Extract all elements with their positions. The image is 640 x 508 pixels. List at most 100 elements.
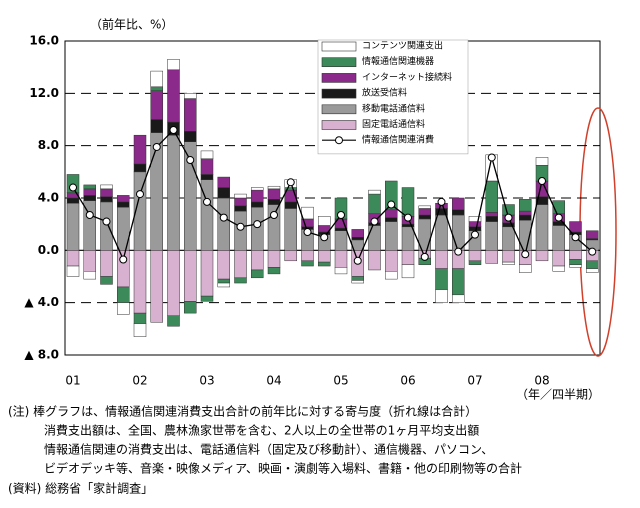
legend-swatch	[321, 57, 357, 68]
bar	[301, 260, 314, 267]
bar	[251, 269, 264, 279]
line-marker	[387, 200, 396, 209]
x-tick-label: 07	[467, 374, 482, 388]
bar	[83, 195, 96, 201]
bar	[318, 250, 331, 263]
bar	[535, 204, 549, 251]
bar	[234, 205, 247, 212]
line-marker	[152, 142, 161, 151]
bar	[368, 193, 381, 214]
bar	[100, 184, 113, 190]
bar	[485, 180, 498, 213]
bar	[234, 277, 247, 284]
line-marker	[420, 252, 429, 261]
bar	[267, 250, 281, 268]
x-tick-label: 01	[65, 374, 80, 388]
bar	[150, 86, 163, 91]
x-tick-label: 02	[132, 374, 147, 388]
bar	[385, 250, 398, 272]
bar	[334, 267, 348, 275]
bar	[284, 250, 297, 262]
bar	[150, 90, 163, 120]
bar	[133, 163, 147, 173]
bar	[184, 131, 197, 142]
bar	[452, 197, 465, 211]
bar	[519, 210, 532, 216]
bar	[468, 260, 482, 265]
legend-label: 情報通信関連消費	[362, 134, 434, 146]
line-marker	[538, 176, 546, 185]
legend-label: 放送受信料	[362, 87, 407, 99]
bar	[234, 193, 247, 199]
x-tick-label: 05	[333, 374, 348, 388]
bar	[133, 323, 147, 337]
line-marker	[270, 211, 278, 220]
line-marker	[588, 247, 597, 256]
line-marker	[487, 153, 496, 162]
line-marker	[253, 220, 262, 229]
bar	[66, 265, 80, 277]
bar	[200, 174, 214, 180]
bar	[251, 201, 264, 208]
bar	[435, 289, 448, 303]
line-marker	[136, 190, 144, 199]
bar	[200, 250, 214, 297]
bar	[234, 197, 247, 207]
bar	[485, 221, 498, 251]
bar	[418, 208, 431, 216]
bar	[385, 209, 398, 218]
bar	[468, 250, 482, 262]
y-tick-label: 0.0	[38, 243, 59, 257]
bar	[401, 187, 415, 217]
line-marker	[437, 197, 446, 206]
bar	[435, 250, 448, 269]
line-marker	[85, 211, 94, 220]
bar	[586, 260, 599, 269]
bar	[452, 268, 465, 296]
bar	[368, 225, 381, 251]
x-tick-label: 03	[199, 374, 214, 388]
bar	[217, 282, 230, 288]
bar	[586, 268, 599, 273]
x-tick-label: 06	[400, 374, 415, 388]
bar	[569, 250, 582, 260]
y-tick-label: ▲ 8.0	[24, 348, 59, 362]
bar	[267, 188, 281, 200]
bar	[217, 187, 230, 199]
note: 情報通信関連の消費支出は、電話通信料（固定及び移動計）、通信機器、パソコン、	[44, 442, 493, 457]
bar	[133, 312, 147, 324]
legend-swatch	[321, 120, 357, 130]
bar	[502, 261, 515, 265]
bar	[468, 226, 482, 231]
bar	[267, 199, 281, 205]
bar	[351, 276, 364, 281]
bar	[184, 93, 197, 99]
bar	[452, 294, 465, 303]
bar	[133, 134, 147, 165]
bar	[351, 237, 364, 241]
bar	[569, 259, 582, 265]
legend-label: 移動電話通信料	[362, 102, 425, 114]
bar	[267, 267, 281, 275]
bar	[83, 271, 96, 280]
y-tick-label: 12.0	[29, 86, 59, 100]
line-marker	[353, 256, 362, 265]
bar	[117, 195, 130, 203]
bar	[100, 196, 113, 203]
y-axis-label: （前年比、%）	[90, 17, 173, 32]
bar	[217, 197, 230, 251]
line-marker	[471, 230, 479, 239]
bar	[485, 250, 498, 264]
bar	[351, 280, 364, 284]
bar	[519, 199, 532, 212]
line-marker	[119, 255, 128, 264]
bar	[385, 271, 398, 280]
bar	[569, 221, 582, 233]
bar	[485, 216, 498, 222]
bar	[418, 214, 431, 220]
bar	[418, 205, 431, 209]
bar	[586, 230, 599, 239]
bar	[502, 250, 515, 263]
line-marker	[320, 233, 329, 242]
